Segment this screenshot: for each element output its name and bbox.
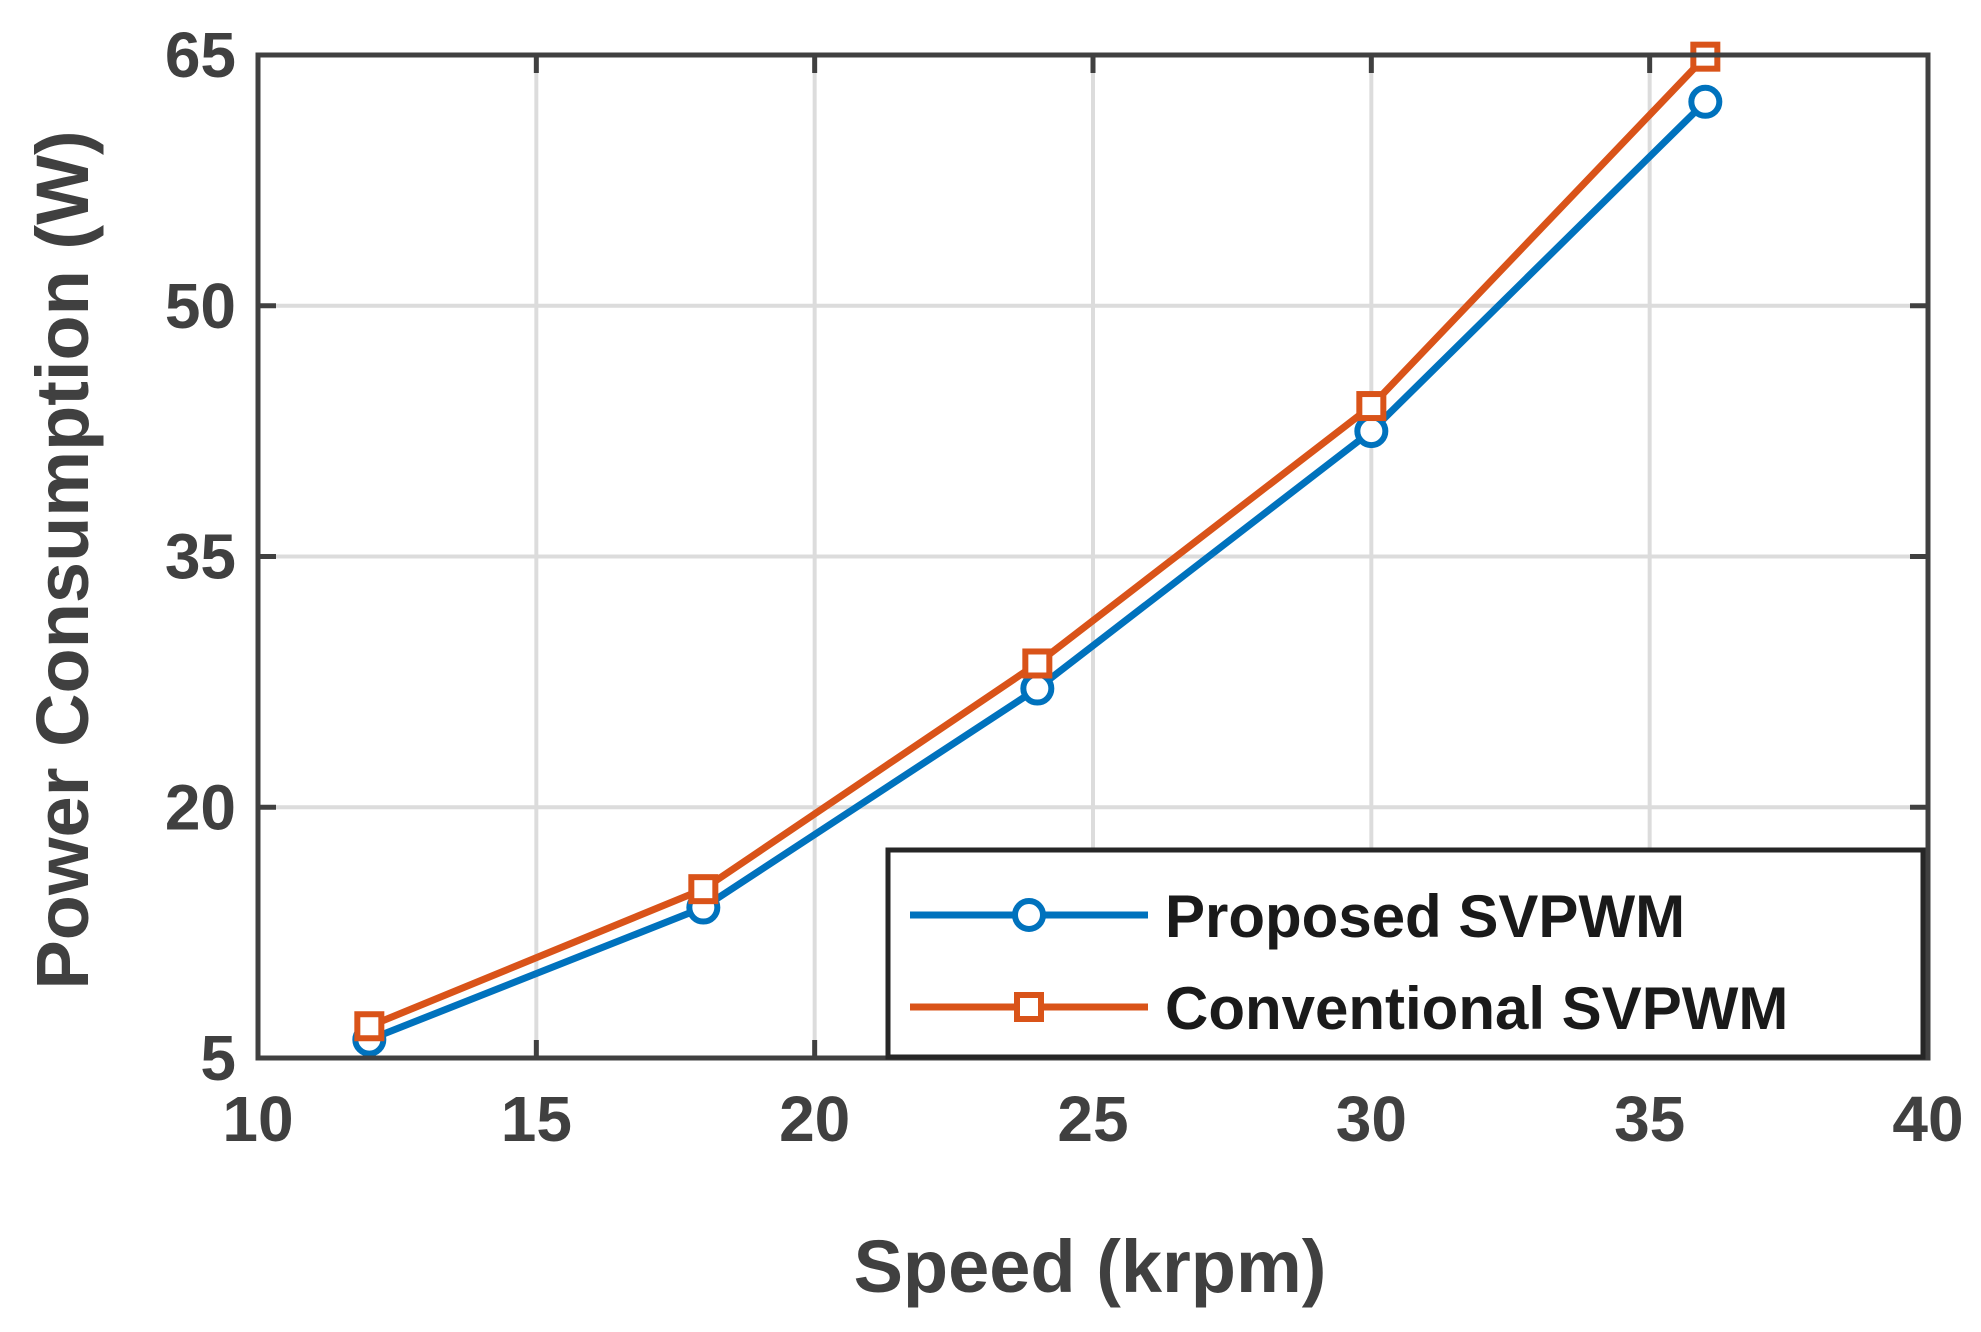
legend-marker xyxy=(1012,898,1046,932)
y-tick-label: 5 xyxy=(200,1022,236,1094)
x-tick-label: 15 xyxy=(501,1083,572,1155)
data-point xyxy=(1688,84,1723,119)
series-layer xyxy=(352,41,1723,1057)
y-tick-label: 20 xyxy=(165,771,236,843)
y-tick-label: 50 xyxy=(165,270,236,342)
data-point xyxy=(1354,414,1389,449)
data-point xyxy=(1020,671,1055,706)
y-tick-label: 35 xyxy=(165,521,236,593)
legend-entry-1: Proposed SVPWM xyxy=(910,883,1685,950)
y-axis-label: Power Consumption (W) xyxy=(21,130,104,989)
y-tick-label: 65 xyxy=(165,19,236,91)
x-tick-label: 40 xyxy=(1892,1083,1963,1155)
data-point xyxy=(1022,648,1053,679)
tick-labels: 10 15 20 25 30 35 40 5 20 35 50 65 xyxy=(165,19,1964,1155)
legend-box xyxy=(885,847,1926,1060)
x-axis-label: Speed (krpm) xyxy=(854,1225,1327,1308)
legend: Proposed SVPWM Conventional SVPWM xyxy=(885,847,1926,1060)
legend-entry-2: Conventional SVPWM xyxy=(910,975,1788,1042)
legend-label: Conventional SVPWM xyxy=(1165,975,1788,1042)
x-tick-label: 20 xyxy=(779,1083,850,1155)
x-tick-label: 10 xyxy=(222,1083,293,1155)
x-tick-label: 30 xyxy=(1336,1083,1407,1155)
data-point xyxy=(354,1011,385,1042)
data-point xyxy=(688,874,719,905)
x-tick-label: 25 xyxy=(1057,1083,1128,1155)
legend-marker xyxy=(1014,992,1044,1022)
data-point xyxy=(1356,391,1387,422)
legend-label: Proposed SVPWM xyxy=(1165,883,1685,950)
x-tick-label: 35 xyxy=(1614,1083,1685,1155)
